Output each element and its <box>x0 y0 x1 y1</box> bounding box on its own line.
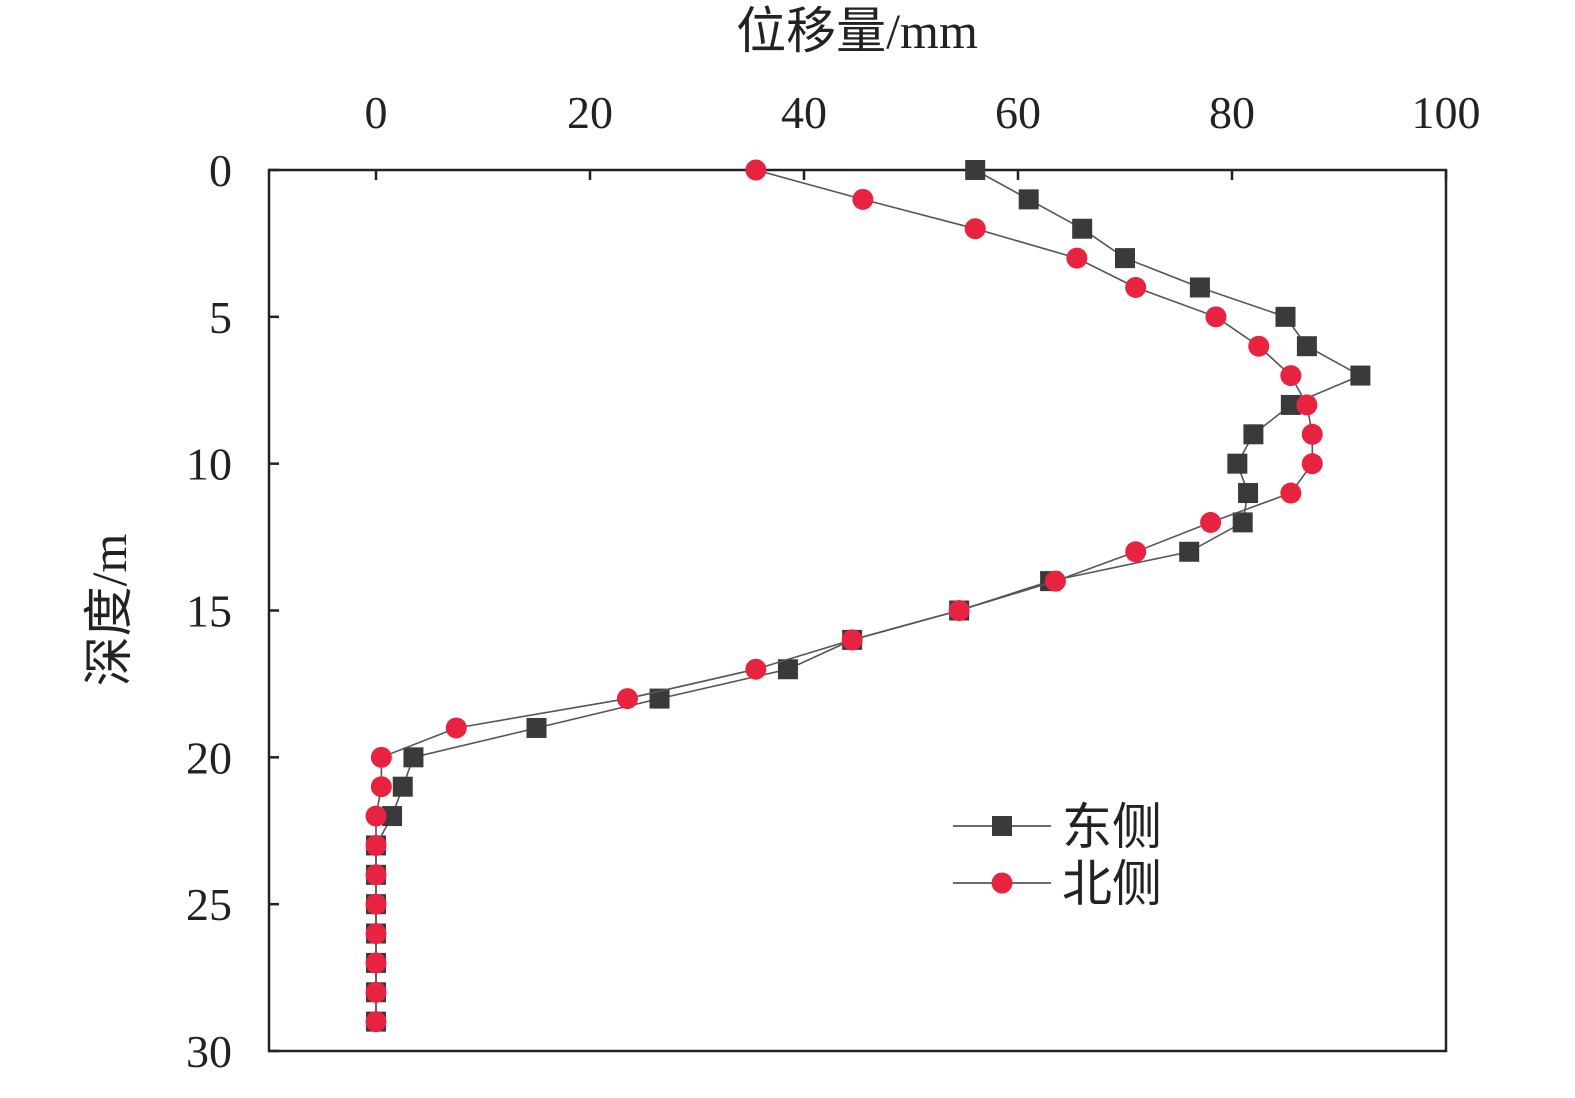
data-point <box>1280 482 1302 504</box>
y-tick-label: 20 <box>186 732 232 783</box>
y-tick-label: 30 <box>186 1026 232 1077</box>
data-point <box>1072 218 1093 239</box>
data-point <box>1205 306 1227 328</box>
y-axis-title: 深度/m <box>81 534 137 687</box>
data-point <box>965 160 986 180</box>
data-point <box>777 659 798 680</box>
data-point <box>1280 394 1301 415</box>
data-point <box>1296 336 1317 357</box>
series-line <box>375 169 1363 1022</box>
plot-frame <box>267 168 1448 1053</box>
data-point <box>964 218 986 240</box>
data-point <box>1248 335 1270 357</box>
data-point <box>1243 424 1264 445</box>
data-point <box>1232 512 1253 533</box>
data-point <box>1125 276 1147 298</box>
ticks-layer: 0 20 40 60 80 100 0 5 10 15 20 25 30 <box>186 87 1481 1077</box>
y-tick-label: 0 <box>209 145 232 196</box>
data-point <box>745 159 767 181</box>
data-point <box>1301 423 1323 445</box>
data-point <box>370 746 392 768</box>
legend-marker <box>992 816 1012 836</box>
y-tick-label: 25 <box>186 879 232 930</box>
data-point <box>370 776 392 798</box>
data-point <box>1280 365 1302 387</box>
x-tick-label: 60 <box>995 87 1041 138</box>
series-line <box>375 169 1314 1022</box>
data-point <box>365 864 387 886</box>
data-point <box>649 688 670 709</box>
data-point <box>1238 483 1259 504</box>
data-point <box>526 717 547 738</box>
y-tick-label: 5 <box>209 292 232 343</box>
series-layer <box>365 159 1371 1033</box>
y-tick-label: 15 <box>186 586 232 637</box>
legend-label: 东侧 <box>1062 799 1162 855</box>
data-point <box>1200 511 1222 533</box>
series-1 <box>366 160 1371 1032</box>
data-point <box>365 952 387 974</box>
data-point <box>1189 277 1210 298</box>
data-point <box>745 658 767 680</box>
data-point <box>1179 541 1200 562</box>
data-point <box>852 188 874 210</box>
data-point <box>841 629 863 651</box>
x-tick-label: 100 <box>1412 87 1481 138</box>
data-point <box>1125 541 1147 563</box>
data-point <box>365 834 387 856</box>
legend-label: 北侧 <box>1062 856 1162 912</box>
legend-item: 东侧 <box>953 799 1162 855</box>
data-point <box>1066 247 1088 269</box>
legend-marker <box>991 872 1013 894</box>
x-tick-label: 20 <box>567 87 613 138</box>
x-tick-label: 40 <box>781 87 827 138</box>
data-point <box>1227 453 1248 474</box>
data-point <box>1275 306 1296 327</box>
data-point <box>403 747 424 768</box>
x-tick-label: 0 <box>365 87 388 138</box>
data-point <box>365 1011 387 1033</box>
data-point <box>948 600 970 621</box>
data-point <box>365 893 387 915</box>
data-point <box>1296 394 1318 416</box>
data-point <box>1350 365 1371 386</box>
data-point <box>445 717 467 739</box>
data-point <box>365 923 387 945</box>
data-point <box>382 806 403 827</box>
data-point <box>1115 248 1135 269</box>
data-point <box>365 981 387 1003</box>
data-point <box>392 776 413 797</box>
series-2 <box>365 159 1323 1033</box>
x-tick-label: 80 <box>1209 87 1255 138</box>
data-point <box>1018 189 1039 210</box>
y-tick-label: 10 <box>186 439 232 490</box>
legend-item: 北侧 <box>953 856 1162 912</box>
data-point <box>1044 570 1066 592</box>
data-point <box>1301 453 1323 475</box>
x-axis-title: 位移量/mm <box>736 3 978 59</box>
data-point <box>365 805 387 827</box>
data-point <box>616 688 638 710</box>
